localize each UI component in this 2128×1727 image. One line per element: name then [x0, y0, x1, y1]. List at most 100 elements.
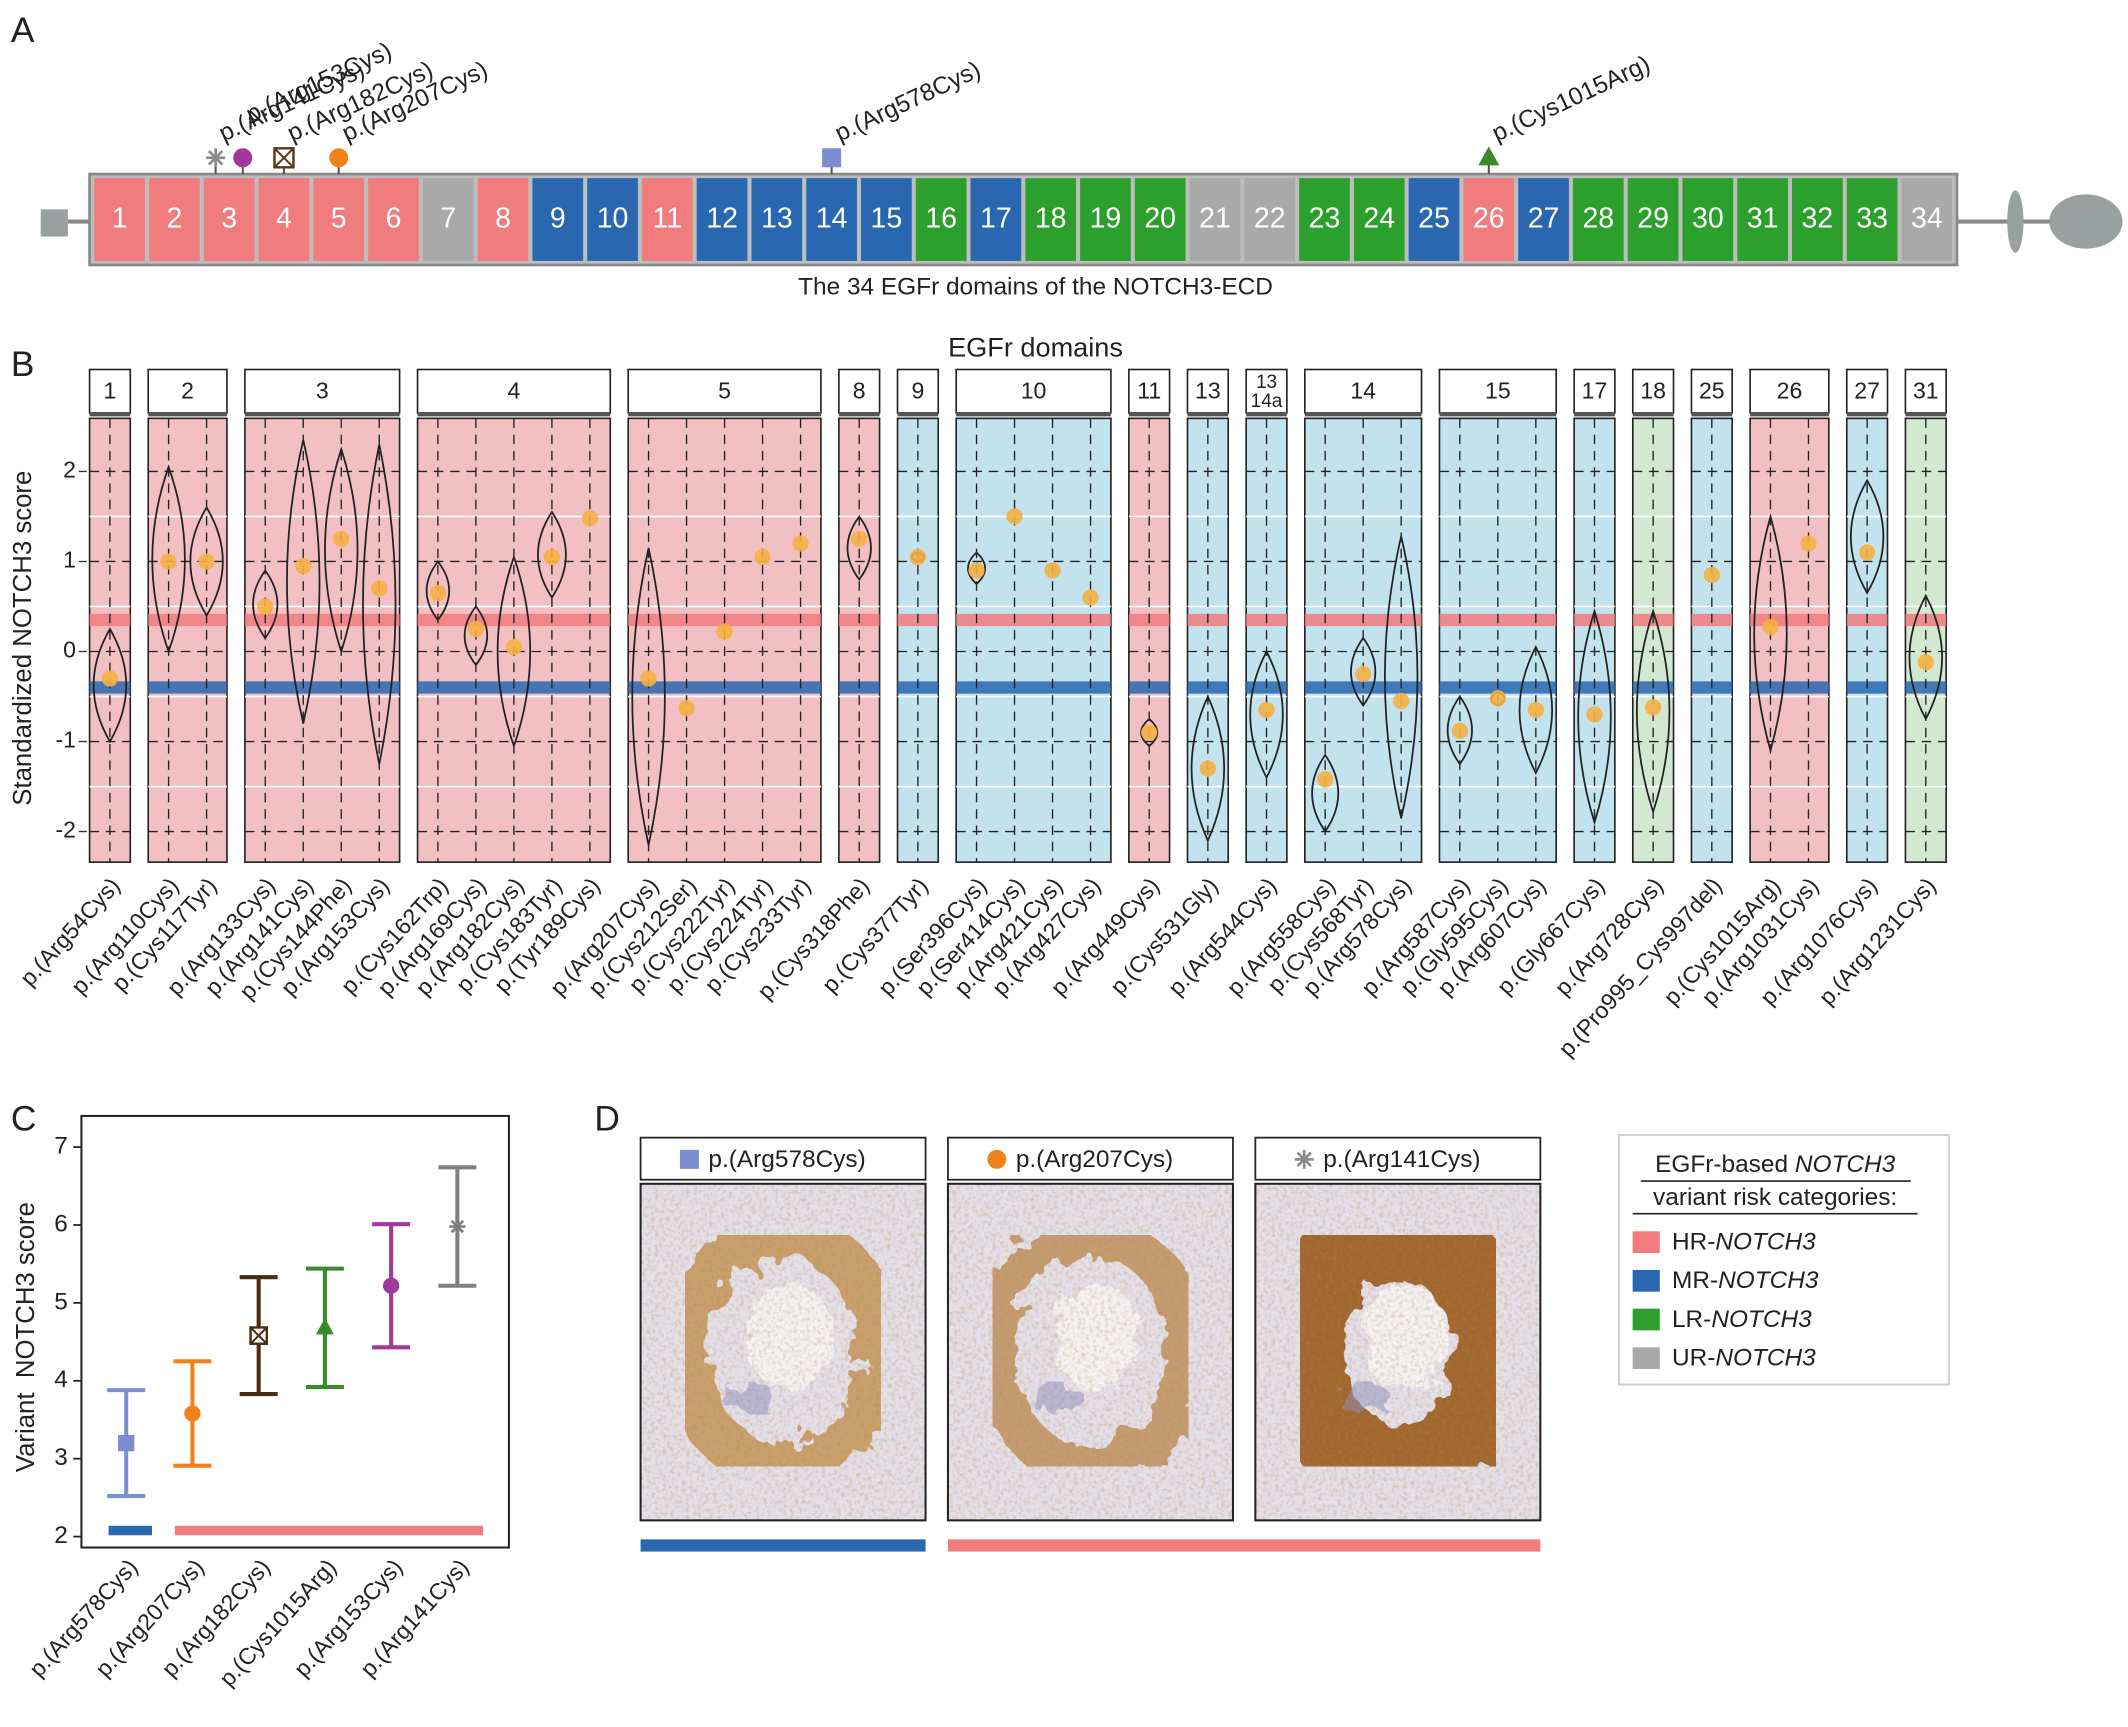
marker-x [249, 1326, 268, 1345]
axes-frame [80, 1114, 510, 1549]
egfr-domain [1080, 178, 1131, 261]
domain-label: 2 [167, 203, 183, 235]
domain-label: 8 [495, 203, 511, 235]
marker-square [679, 1149, 699, 1169]
domain-label: 17 [980, 203, 1012, 235]
mean-point [333, 530, 350, 548]
title-marker [987, 1149, 1007, 1169]
legend-prefix: HR- [1672, 1229, 1715, 1256]
egfr-domain [1518, 178, 1569, 261]
y-tick-label: 6 [54, 1210, 68, 1237]
facet-panel [147, 417, 228, 863]
legend-box [1618, 1133, 1950, 1386]
violin [286, 439, 321, 724]
domain-label: 4 [276, 203, 292, 235]
violin [189, 505, 224, 618]
domain-label: 18 [1035, 203, 1067, 235]
micrograph [946, 1182, 1234, 1522]
y-axis-label: Variant NOTCH3 score [12, 1202, 40, 1472]
facet-strip [1245, 368, 1288, 414]
violin [252, 568, 279, 640]
image-title: p.(Arg207Cys) [1016, 1146, 1173, 1173]
domain-label: 21 [1199, 203, 1231, 235]
egfr-domain [203, 178, 255, 261]
y-tick-label: 5 [54, 1288, 68, 1315]
domain-label: 7 [440, 203, 456, 235]
risk-bar [108, 1525, 152, 1536]
egfr-domain [1846, 178, 1898, 261]
variant-label: p.(Arg578Cys) [831, 56, 985, 147]
facet-label: 13 [1195, 378, 1221, 404]
domain-label: 9 [550, 203, 566, 235]
mean-point [1645, 699, 1662, 716]
mean-marker [184, 1405, 201, 1422]
domain-label: 14 [816, 203, 848, 235]
facet-label: 2 [181, 378, 194, 404]
mean-point [851, 530, 868, 548]
mean-point [909, 548, 927, 566]
facet-strip [1749, 368, 1830, 414]
egfr-domain [1627, 178, 1679, 261]
legend-swatch [1632, 1308, 1660, 1331]
domain-label: 22 [1254, 203, 1286, 235]
violin [92, 627, 128, 744]
marker-x [273, 147, 295, 169]
legend-gene: NOTCH3 [1715, 1229, 1816, 1256]
legend-label: LR-NOTCH3 [1672, 1306, 1812, 1333]
violin [1249, 649, 1284, 780]
facet-strip [244, 368, 401, 414]
mean-point [295, 557, 312, 575]
egfr-domain [1682, 178, 1734, 261]
mean-point [1762, 619, 1779, 636]
image-title: p.(Arg141Cys) [1323, 1146, 1480, 1173]
mean-point [1586, 706, 1603, 723]
facet-label: 9 [911, 378, 924, 404]
mean-point [581, 510, 599, 527]
facet-strip [627, 368, 822, 414]
domain-label: 30 [1692, 203, 1724, 235]
violin [1140, 717, 1159, 748]
marker-circle [233, 148, 253, 168]
egfr-domain [1189, 178, 1241, 261]
domain-label: 34 [1911, 203, 1943, 235]
domain-label: 27 [1528, 203, 1560, 235]
egfr-domain [477, 178, 529, 261]
facet-strip [1845, 368, 1889, 414]
violin [1849, 478, 1885, 595]
violin [1311, 753, 1340, 834]
egfr-domain [258, 178, 310, 261]
image-frame [639, 1182, 927, 1522]
facet-label: 14a [1251, 391, 1283, 412]
signal-peptide [40, 209, 68, 237]
domain-label: 29 [1637, 203, 1669, 235]
egfr-domain [1408, 178, 1460, 261]
egfr-domain [149, 178, 200, 261]
mean-marker [449, 1218, 466, 1235]
egfr-domain [1463, 178, 1515, 261]
mean-point [754, 548, 771, 566]
mean-marker [382, 1277, 400, 1294]
mean-point [467, 620, 485, 638]
mean-marker [118, 1434, 135, 1452]
facet-panel [1749, 417, 1830, 863]
domain-label: 1 [112, 203, 128, 235]
legend-title: variant risk categories: [1653, 1184, 1897, 1211]
mean-point [1800, 535, 1817, 552]
y-axis-label: Standardized NOTCH3 score [9, 471, 37, 806]
facet-strip [416, 368, 612, 414]
mean-point [968, 562, 985, 579]
domain-label: 24 [1363, 203, 1395, 235]
domain-label: 15 [871, 203, 903, 235]
mean-point [160, 553, 177, 570]
mean-point [1917, 654, 1934, 671]
mean-point [1199, 760, 1216, 777]
facet-strip [1128, 368, 1171, 414]
mean-marker [249, 1326, 269, 1345]
mean-point [1527, 701, 1544, 719]
marker-asterisk [206, 148, 226, 168]
mean-point [1489, 690, 1506, 707]
domain-label: 16 [925, 203, 957, 235]
facet-label: 27 [1854, 378, 1880, 404]
facet-label: 13 [1256, 372, 1277, 393]
domain-label: 3 [221, 203, 237, 235]
